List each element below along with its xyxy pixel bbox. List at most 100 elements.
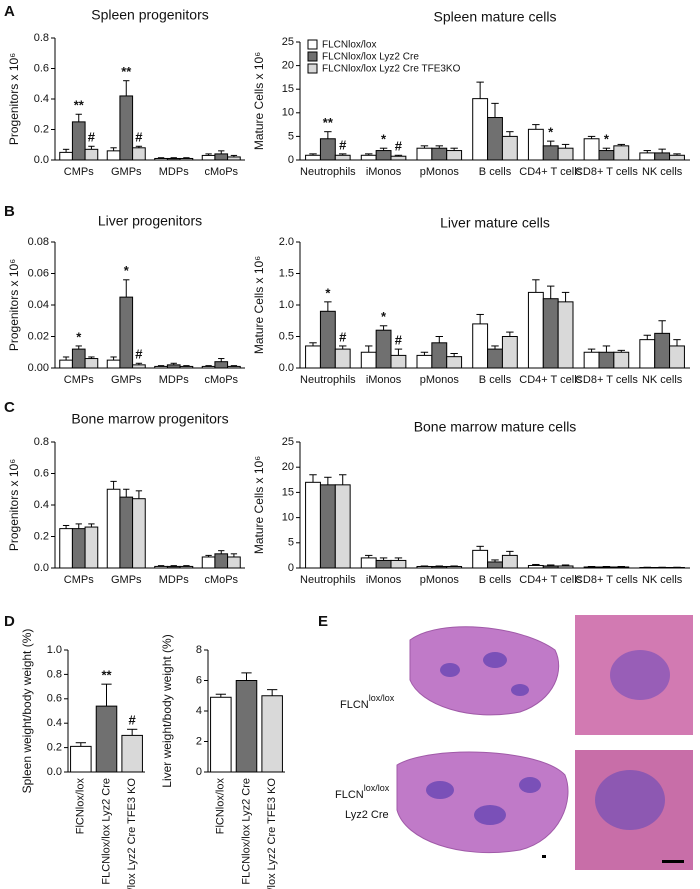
x-tick-label: iMonos — [366, 166, 402, 178]
x-tick-label: pMonos — [420, 166, 460, 178]
bar — [416, 354, 433, 369]
y-tick-label: 0.0 — [34, 154, 49, 166]
bar — [557, 301, 574, 369]
chart-title: Bone marrow mature cells — [414, 419, 577, 435]
bar — [416, 565, 433, 569]
bar — [59, 151, 73, 161]
chart-title: Spleen progenitors — [91, 7, 209, 23]
y-tick-label: 20 — [282, 461, 294, 473]
y-tick-label: 5 — [288, 130, 294, 142]
panel-e-images — [396, 615, 693, 870]
spleen-whole-2 — [396, 751, 569, 854]
bar — [201, 556, 216, 569]
y-tick-label: 4 — [196, 705, 202, 717]
x-tick-label: cMoPs — [204, 166, 238, 178]
y-tick-label: 0.4 — [34, 499, 49, 511]
legend-swatch — [307, 39, 318, 50]
bar — [214, 153, 229, 161]
bar — [305, 154, 321, 161]
bar — [598, 351, 615, 369]
bar — [166, 565, 181, 569]
bar — [446, 565, 463, 569]
x-tick-label: FLCNlox/lox Lyz2 Cre TFE3 KO — [266, 778, 278, 889]
panel-letter: A — [4, 3, 15, 20]
y-tick-label: 2.0 — [279, 236, 294, 248]
bar — [669, 345, 685, 369]
bar — [360, 154, 377, 161]
bar — [472, 323, 489, 369]
bar — [334, 154, 351, 161]
bar — [487, 348, 503, 369]
y-tick-label: 0 — [288, 154, 294, 166]
y-tick-label: 0.08 — [28, 236, 49, 248]
bar — [583, 566, 600, 569]
y-tick-label: 0.2 — [34, 530, 49, 542]
y-tick-label: 5 — [288, 537, 294, 549]
y-tick-label: 0.0 — [34, 562, 49, 574]
annotation: # — [135, 130, 143, 145]
bar — [227, 365, 241, 369]
spleen-follicle — [474, 805, 506, 825]
x-tick-label: B cells — [479, 166, 512, 178]
y-tick-label: 0.04 — [28, 299, 49, 311]
spleen-follicle — [511, 684, 529, 696]
x-tick-label: CMPs — [64, 374, 94, 386]
x-tick-label: MDPs — [159, 574, 189, 586]
bar — [527, 291, 544, 369]
panel-letter: B — [4, 203, 15, 220]
y-tick-label: 1.0 — [279, 299, 294, 311]
bar — [390, 559, 407, 569]
panel-letter: D — [4, 613, 15, 630]
x-tick-label: pMonos — [420, 574, 460, 586]
x-tick-label: cMoPs — [204, 574, 238, 586]
y-tick-label: 15 — [282, 486, 294, 498]
bar — [390, 155, 407, 161]
bar — [446, 356, 463, 369]
annotation: # — [339, 137, 347, 152]
bar — [639, 339, 656, 369]
y-tick-label: 1.0 — [47, 644, 62, 656]
x-tick-label: Neutrophils — [300, 166, 356, 178]
bar — [154, 565, 168, 569]
y-tick-label: 0.0 — [279, 362, 294, 374]
bar — [557, 147, 574, 161]
y-tick-label: 0 — [196, 766, 202, 778]
y-tick-label: 20 — [282, 60, 294, 72]
bar — [527, 564, 544, 569]
bar — [583, 138, 600, 161]
bar — [487, 561, 503, 569]
x-tick-label: NK cells — [642, 374, 683, 386]
y-tick-label: 0.8 — [47, 668, 62, 680]
bar — [472, 549, 489, 569]
annotation: # — [339, 329, 347, 344]
y-axis-label: Liver weight/body weight (%) — [160, 634, 174, 787]
row-label-sup: lox/lox — [364, 783, 390, 793]
bar — [261, 695, 283, 773]
spleen-follicle — [426, 781, 454, 799]
annotation: # — [135, 347, 143, 362]
bar — [431, 342, 448, 369]
y-tick-label: 1.5 — [279, 267, 294, 279]
annotation: # — [88, 130, 96, 145]
y-tick-label: 0.00 — [28, 362, 49, 374]
y-tick-label: 0.8 — [34, 436, 49, 448]
bar — [542, 565, 559, 569]
x-tick-label: iMonos — [366, 374, 402, 386]
bar — [639, 152, 656, 161]
y-tick-label: 0.5 — [279, 330, 294, 342]
legend-label: FLCNlox/lox Lyz2 Cre — [322, 52, 419, 63]
annotation: ** — [101, 668, 112, 683]
bar — [669, 154, 685, 161]
bar — [334, 484, 351, 569]
bar — [132, 364, 146, 369]
x-tick-label: FlCNlox/lox — [215, 778, 227, 835]
x-tick-label: CD4+ T cells — [519, 374, 582, 386]
bar — [70, 745, 92, 773]
y-tick-label: 10 — [282, 107, 294, 119]
x-tick-label: FLCNlox/lox Lyz2 Cre — [100, 778, 112, 885]
bar — [360, 557, 377, 569]
annotation: ** — [121, 64, 132, 79]
histology-follicle — [610, 650, 670, 700]
row-label-line2: Lyz2 Cre — [345, 809, 389, 821]
x-tick-label: CMPs — [64, 574, 94, 586]
